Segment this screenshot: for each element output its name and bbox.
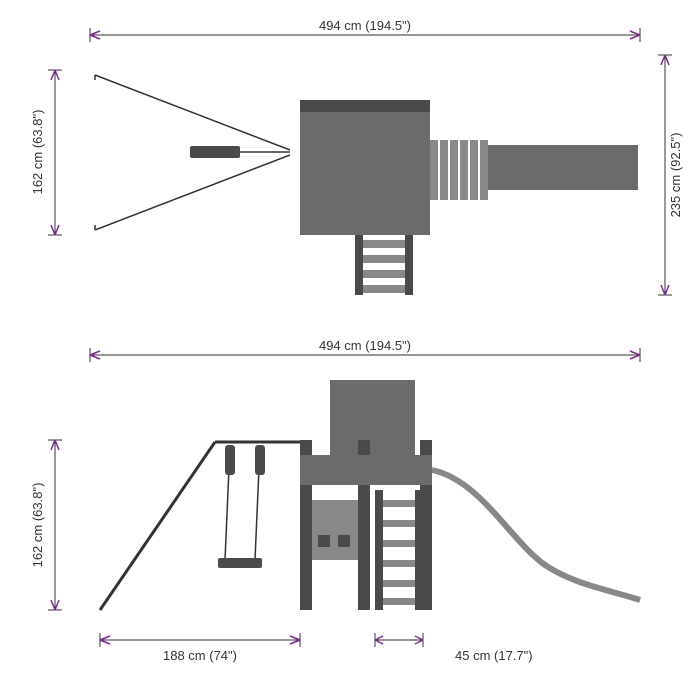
- dim-bottom-span2-label: 45 cm (17.7"): [455, 648, 533, 663]
- dim-bottom-width: 494 cm (194.5"): [90, 338, 640, 362]
- dim-top-width-label: 494 cm (194.5"): [319, 18, 411, 33]
- dim-top-right-height-label: 235 cm (92.5"): [668, 133, 683, 218]
- dim-bottom-left-height: 162 cm (63.8"): [30, 440, 62, 610]
- dim-top-right-height: 235 cm (92.5"): [658, 55, 683, 295]
- top-ladder: [355, 235, 413, 295]
- front-ladder: [375, 490, 423, 610]
- dim-bottom-left-height-label: 162 cm (63.8"): [30, 483, 45, 568]
- dim-bottom-width-label: 494 cm (194.5"): [319, 338, 411, 353]
- diagram-svg: 494 cm (194.5") 162 cm (63.8") 235 cm (9…: [0, 0, 700, 700]
- top-deck-slats: [430, 140, 488, 200]
- dim-bottom-span1: 188 cm (74"): [100, 633, 300, 663]
- top-view: [95, 75, 638, 295]
- dim-top-left-height: 162 cm (63.8"): [30, 70, 62, 235]
- dim-bottom-span1-label: 188 cm (74"): [163, 648, 237, 663]
- dim-top-left-height-label: 162 cm (63.8"): [30, 110, 45, 195]
- dimension-diagram: 494 cm (194.5") 162 cm (63.8") 235 cm (9…: [0, 0, 700, 700]
- dim-bottom-span2: 45 cm (17.7"): [375, 633, 533, 663]
- front-view: [100, 380, 640, 610]
- dim-top-width: 494 cm (194.5"): [90, 18, 640, 42]
